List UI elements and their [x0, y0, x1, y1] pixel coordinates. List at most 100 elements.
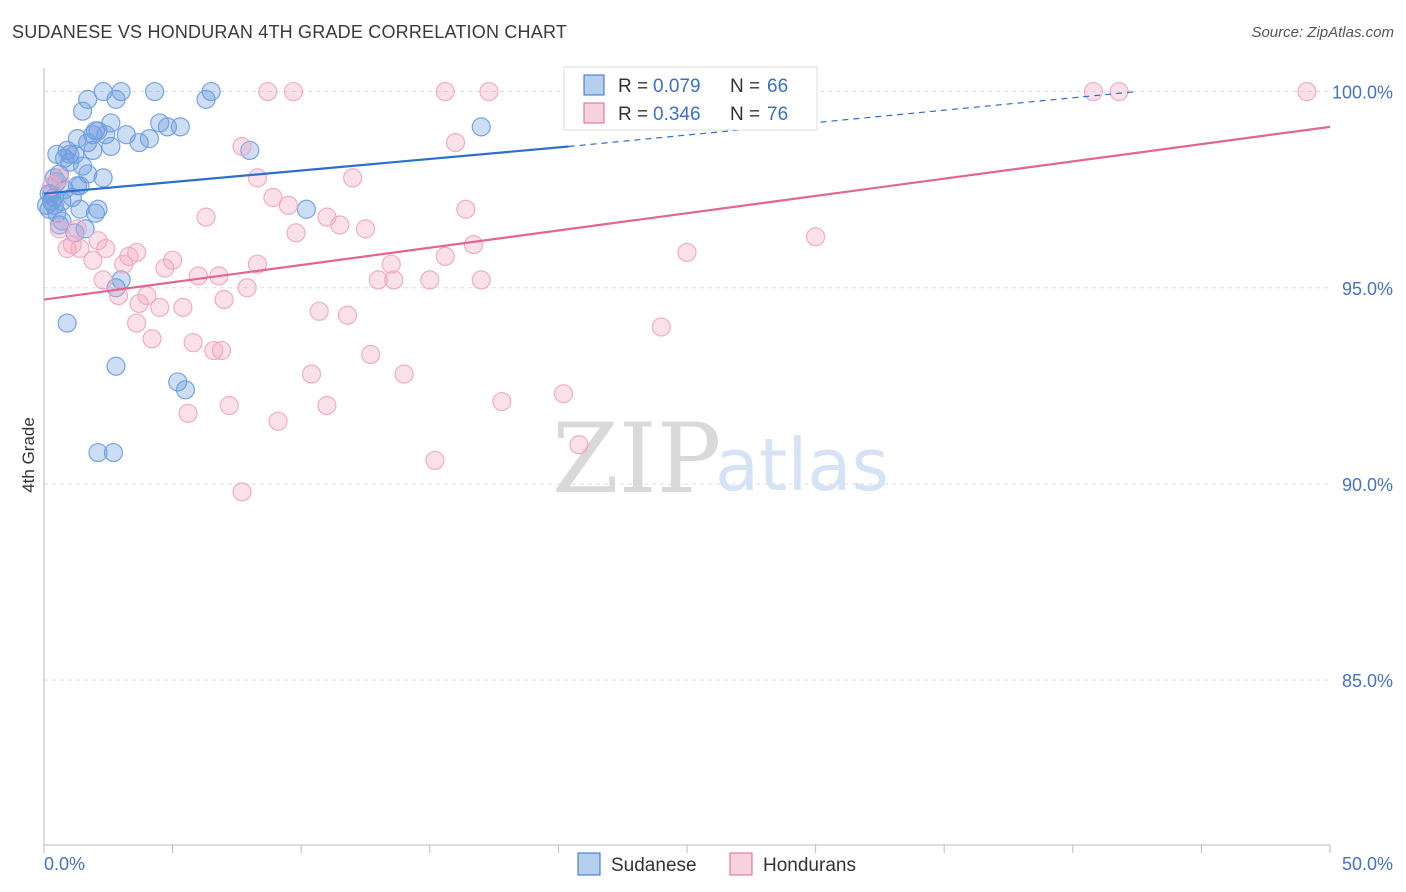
- honduran-point: [394, 364, 414, 384]
- sudanese-point: [106, 89, 126, 109]
- honduran-point: [114, 254, 134, 274]
- honduran-point: [381, 254, 401, 274]
- honduran-point: [62, 234, 82, 255]
- honduran-point: [286, 223, 306, 243]
- sudanese-point: [139, 129, 160, 149]
- sudanese-point: [103, 442, 124, 463]
- honduran-point: [247, 168, 268, 188]
- sudanese-point: [175, 380, 196, 400]
- sudanese-point: [196, 89, 216, 109]
- y-tick-label: 100.0%: [1332, 83, 1393, 103]
- honduran-point: [232, 482, 252, 502]
- honduran-point: [479, 81, 499, 102]
- honduran-point: [129, 293, 149, 314]
- sudanese-trend-extension: [568, 90, 1138, 148]
- honduran-point: [1109, 81, 1129, 102]
- chart-title: SUDANESE VS HONDURAN 4TH GRADE CORRELATI…: [12, 22, 568, 42]
- honduran-point: [258, 81, 278, 102]
- honduran-point: [301, 364, 322, 384]
- honduran-point: [49, 219, 70, 239]
- honduran-point: [471, 270, 491, 290]
- honduran-point: [183, 333, 203, 353]
- honduran-point: [188, 266, 208, 286]
- sudanese-point: [96, 125, 116, 145]
- honduran-point: [219, 395, 239, 416]
- honduran-point: [155, 258, 175, 278]
- y-tick-label: 85.0%: [1342, 671, 1393, 691]
- honduran-point: [1297, 81, 1317, 102]
- honduran-point: [268, 411, 288, 431]
- honduran-point: [420, 270, 440, 290]
- grid-lines: [44, 91, 1330, 681]
- sudanese-point: [471, 117, 491, 137]
- legend-series-swatch: [577, 852, 601, 876]
- source-label: Source: ZipAtlas.com: [1251, 24, 1394, 41]
- legend-series-label: Sudanese: [611, 855, 697, 876]
- sudanese-point: [101, 136, 121, 157]
- honduran-point: [435, 81, 455, 102]
- sudanese-point: [106, 356, 126, 376]
- honduran-point: [83, 250, 103, 270]
- tick-labels: 100.0% 95.0% 90.0% 85.0% 0.0% 50.0%: [44, 83, 1393, 874]
- watermark-zip: ZIP: [552, 403, 721, 515]
- honduran-point: [96, 238, 116, 259]
- sudanese-point: [168, 372, 188, 392]
- watermark: ZIP atlas: [552, 403, 889, 515]
- honduran-point: [492, 391, 512, 412]
- legend-swatch: [583, 74, 605, 96]
- honduran-point: [384, 270, 404, 290]
- honduran-point: [805, 227, 826, 247]
- data-points: [36, 81, 1317, 502]
- honduran-point: [278, 195, 298, 215]
- legend-r-value: 0.346: [653, 104, 701, 125]
- sudanese-point: [60, 144, 80, 164]
- honduran-point: [263, 187, 283, 208]
- honduran-point: [178, 403, 198, 423]
- sudanese-point: [62, 187, 82, 208]
- honduran-point: [445, 132, 466, 153]
- honduran-point: [361, 344, 381, 365]
- legend-r-value: 0.079: [653, 76, 701, 97]
- legend-series: Sudanese Hondurans: [577, 852, 856, 876]
- sudanese-point: [44, 195, 64, 215]
- honduran-point: [204, 340, 224, 361]
- honduran-point: [237, 278, 257, 298]
- honduran-point: [355, 219, 376, 239]
- honduran-point: [211, 340, 232, 361]
- sudanese-point: [93, 168, 113, 188]
- honduran-point: [330, 215, 350, 235]
- honduran-point: [317, 395, 337, 416]
- honduran-point: [1083, 81, 1103, 102]
- honduran-point: [651, 317, 671, 337]
- legend-stats: R = 0.079 N = 66 R = 0.346 N = 76: [563, 66, 818, 131]
- honduran-point: [569, 435, 589, 455]
- honduran-point: [142, 329, 162, 349]
- honduran-point: [456, 199, 476, 219]
- trend-lines: [43, 90, 1331, 301]
- honduran-point: [163, 250, 183, 270]
- honduran-point: [42, 176, 62, 196]
- x-tick-label-right: 50.0%: [1342, 854, 1393, 874]
- legend-n-value: 66: [767, 76, 788, 97]
- honduran-point: [283, 81, 304, 102]
- legend-n-value: 76: [767, 104, 788, 125]
- sudanese-point: [83, 140, 103, 161]
- honduran-point: [232, 136, 252, 157]
- sudanese-point: [85, 203, 106, 223]
- honduran-point: [150, 297, 170, 317]
- sudanese-point: [88, 442, 108, 463]
- honduran-point: [173, 297, 193, 317]
- honduran-point: [88, 231, 108, 251]
- honduran-point: [425, 450, 445, 471]
- sudanese-point: [57, 313, 77, 333]
- honduran-point: [196, 207, 216, 227]
- honduran-trend-line: [43, 125, 1331, 301]
- honduran-point: [126, 242, 147, 263]
- sudanese-point: [144, 81, 165, 102]
- sudanese-point: [296, 199, 316, 219]
- honduran-point: [49, 168, 70, 188]
- honduran-point: [214, 289, 234, 310]
- y-axis-label: 4th Grade: [19, 417, 38, 493]
- honduran-point: [463, 234, 484, 255]
